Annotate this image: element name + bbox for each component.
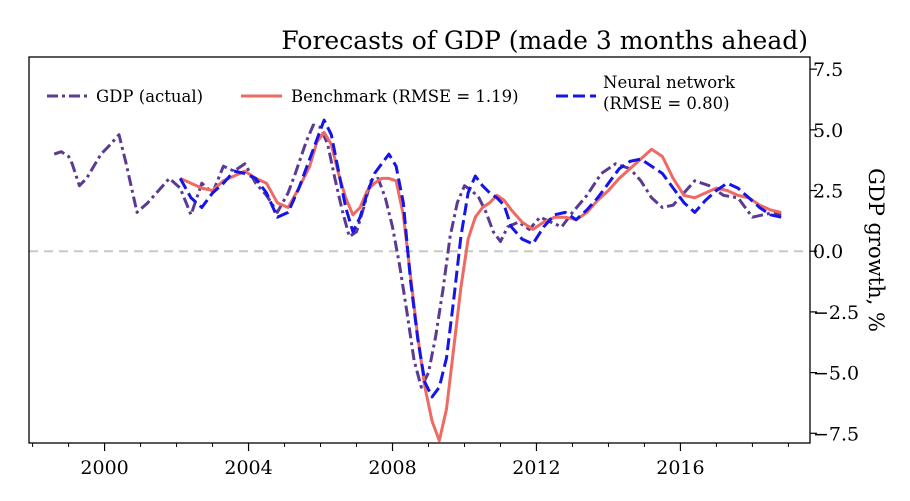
series-layer (53, 118, 782, 443)
y-tick-label: −5.0 (813, 363, 859, 385)
y-axis: 7.5 5.0 2.5 0.0 −2.5 −5.0 −7.5 (810, 59, 859, 445)
y-tick-label: 2.5 (813, 181, 843, 203)
legend-label-2: Neural network (RMSE = 0.80) (603, 73, 736, 113)
x-tick-label: 2000 (80, 457, 128, 479)
y-tick-label: −7.5 (813, 423, 859, 445)
y-tick-label: 7.5 (813, 59, 843, 81)
y-tick-label: 5.0 (813, 120, 843, 142)
y-tick-label: −2.5 (813, 302, 859, 324)
legend-label-1: Benchmark (RMSE = 1.19) (291, 87, 519, 106)
series-line-2 (178, 118, 782, 399)
x-tick-label: 2008 (368, 457, 416, 479)
x-tick-label: 2004 (224, 457, 272, 479)
chart-title: Forecasts of GDP (made 3 months ahead) (281, 26, 808, 55)
y-tick-label: 0.0 (813, 241, 843, 263)
plot-frame (28, 56, 811, 444)
legend: GDP (actual) Benchmark (RMSE = 1.19) Neura… (47, 73, 736, 113)
x-tick-label: 2016 (656, 457, 704, 479)
x-tick-label: 2012 (512, 457, 560, 479)
y-axis-label: GDP growth, % (864, 168, 888, 332)
legend-label-0: GDP (actual) (96, 87, 203, 106)
x-axis: 2000 2004 2008 2012 2016 (32, 443, 789, 479)
